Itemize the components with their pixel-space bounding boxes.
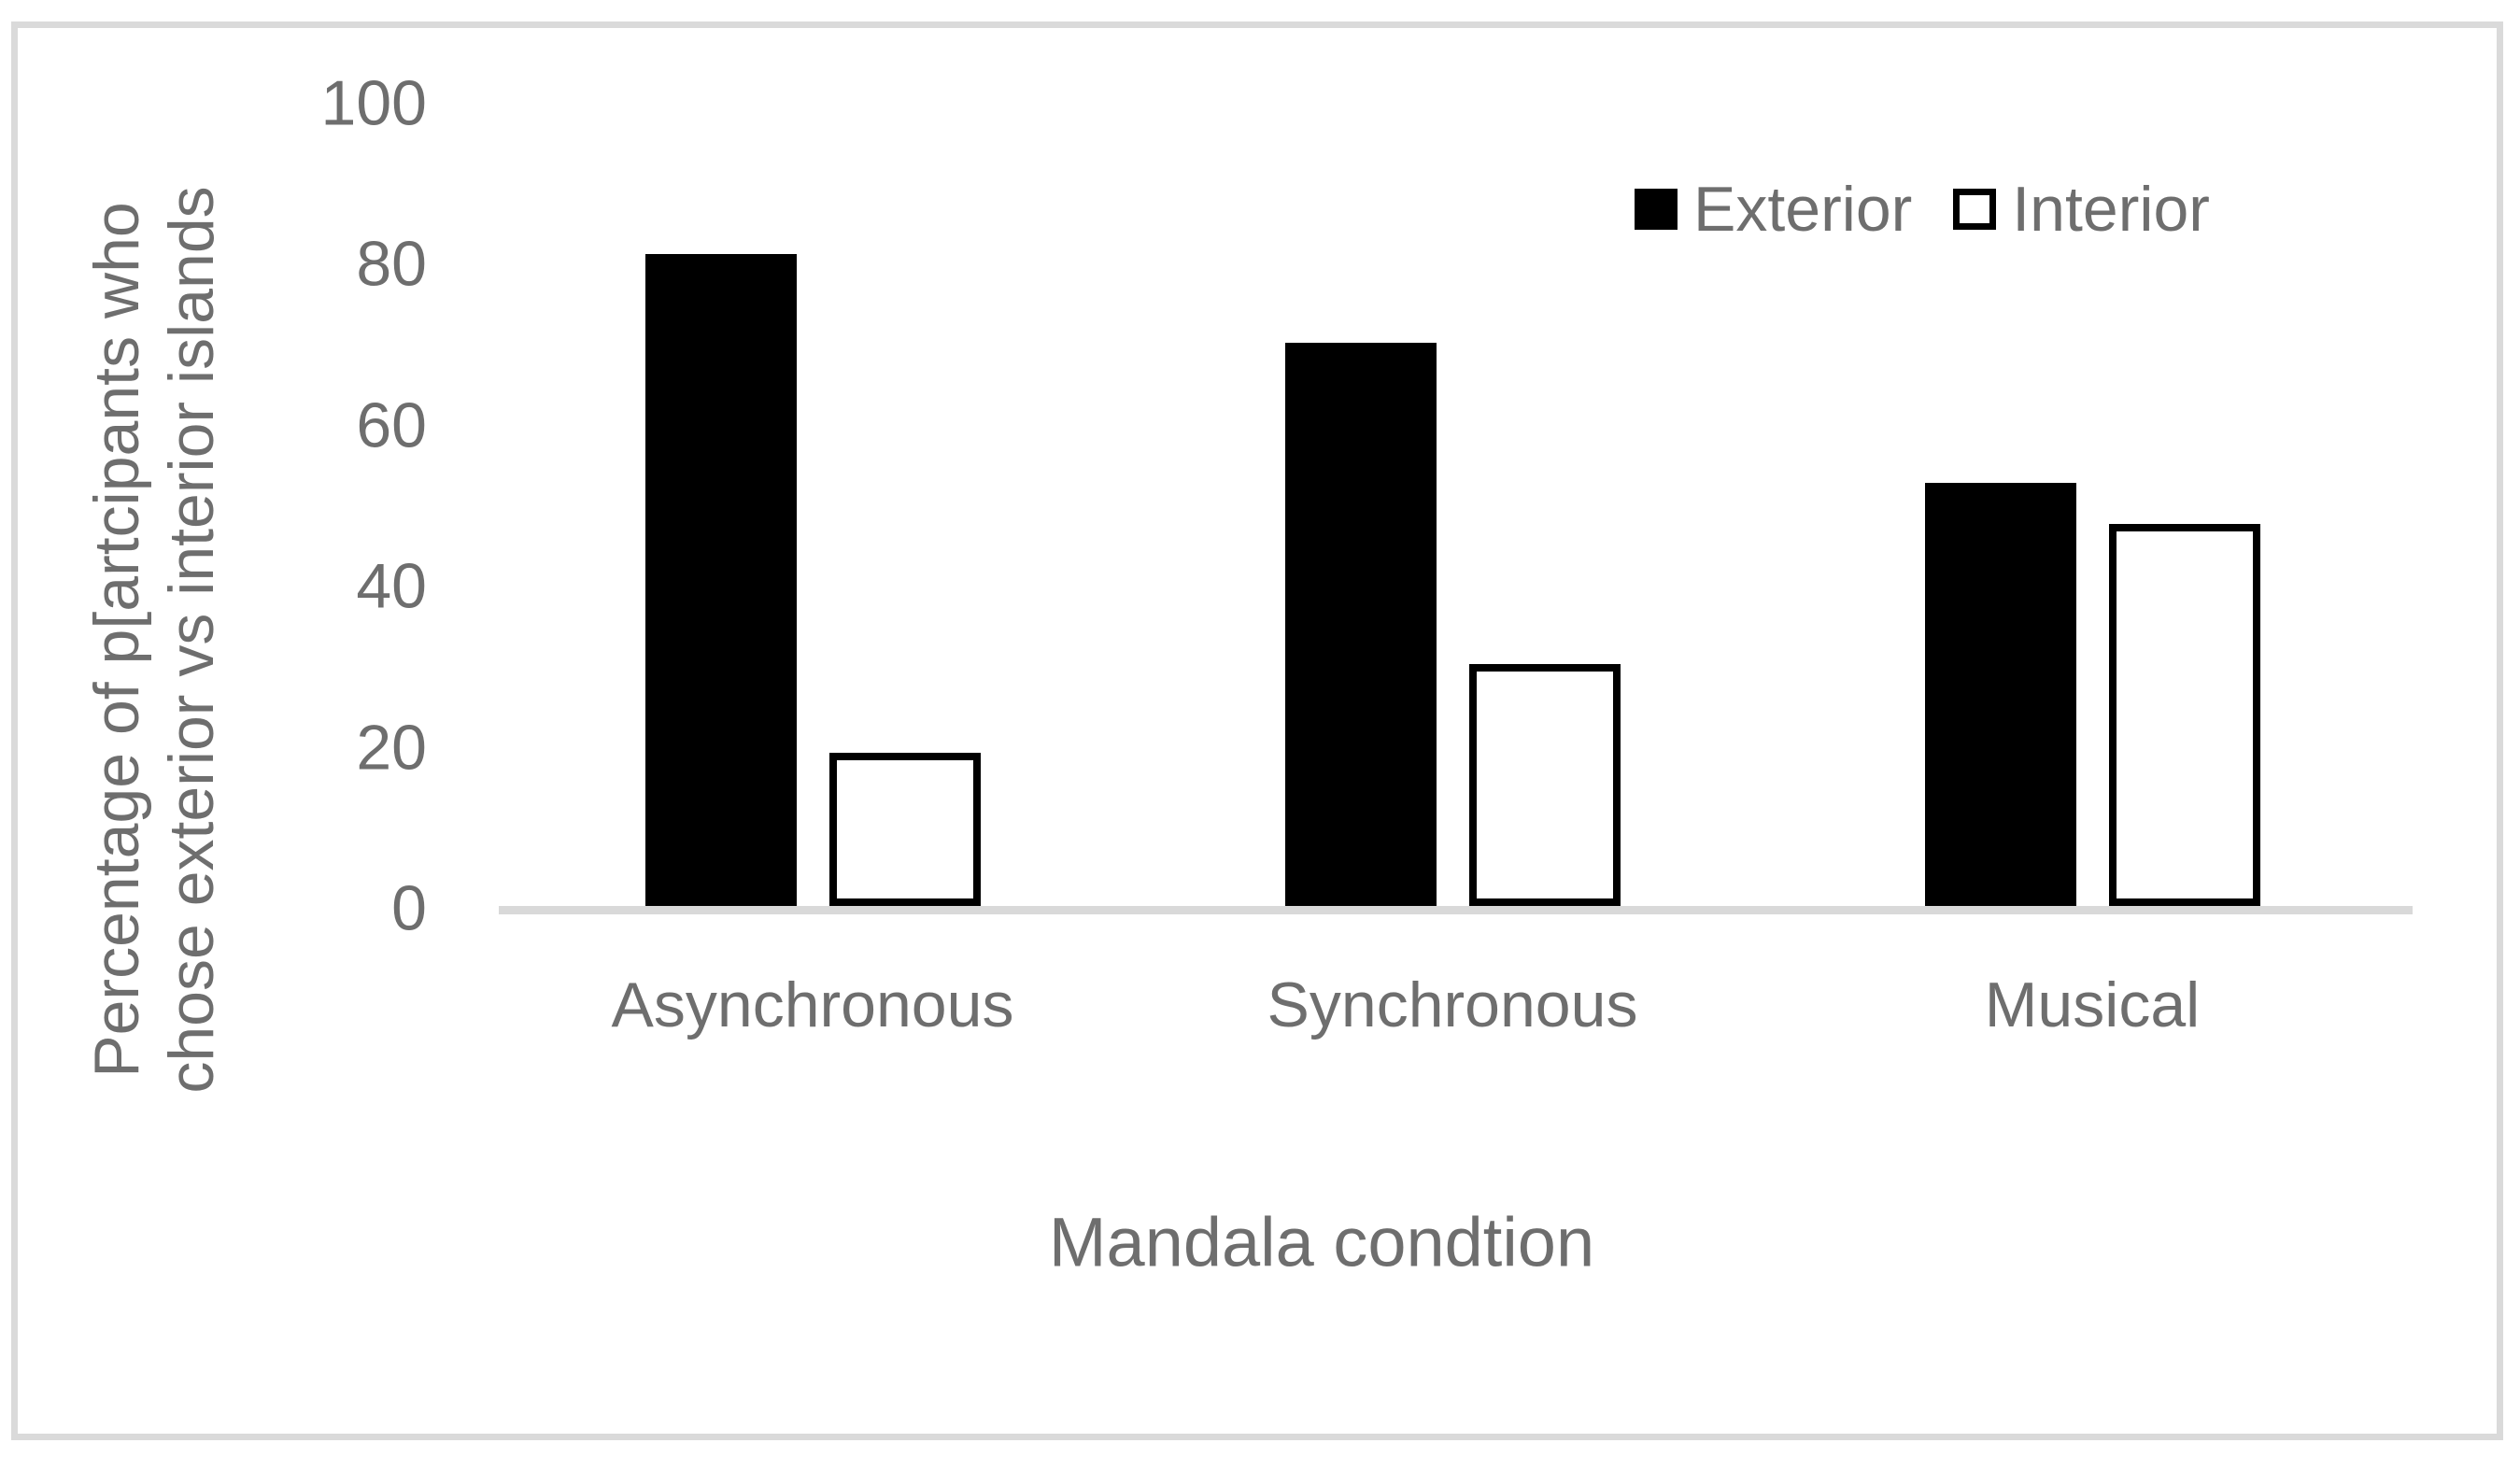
legend-swatch-exterior	[1635, 189, 1678, 230]
x-category-label-musical: Musical	[1984, 969, 2201, 1040]
y-tick-label: 20	[356, 712, 427, 784]
legend-item-exterior: Exterior	[1635, 177, 1912, 241]
y-axis-title: Percentage of p[artcipants who chose ext…	[79, 186, 229, 1093]
bar-exterior-synchronous	[1285, 343, 1437, 906]
chart-outer-border	[11, 21, 2503, 1440]
y-tick-label: 0	[391, 872, 427, 944]
bar-interior-musical	[2109, 524, 2260, 906]
x-category-label-synchronous: Synchronous	[1267, 969, 1638, 1040]
legend-label-exterior: Exterior	[1693, 174, 1913, 245]
x-category-label-asynchronous: Asynchronous	[611, 969, 1014, 1040]
bar-interior-asynchronous	[829, 753, 981, 906]
legend: Exterior Interior	[1635, 177, 2210, 241]
bar-interior-synchronous	[1469, 664, 1621, 906]
y-axis-title-line-2: chose exterior vs interior islands	[156, 186, 227, 1094]
legend-item-interior: Interior	[1953, 177, 2210, 241]
x-axis-line	[499, 906, 2413, 914]
x-axis-title: Mandala condtion	[1048, 1203, 1595, 1281]
y-tick-label: 60	[356, 389, 427, 461]
y-tick-label: 100	[320, 67, 427, 139]
legend-label-interior: Interior	[2012, 174, 2210, 245]
bar-exterior-asynchronous	[645, 254, 797, 906]
bar-exterior-musical	[1925, 483, 2076, 906]
y-tick-label: 40	[356, 550, 427, 622]
y-axis-title-line-1: Percentage of p[artcipants who	[81, 202, 152, 1078]
legend-swatch-interior	[1953, 189, 1997, 230]
y-tick-label: 80	[356, 228, 427, 300]
